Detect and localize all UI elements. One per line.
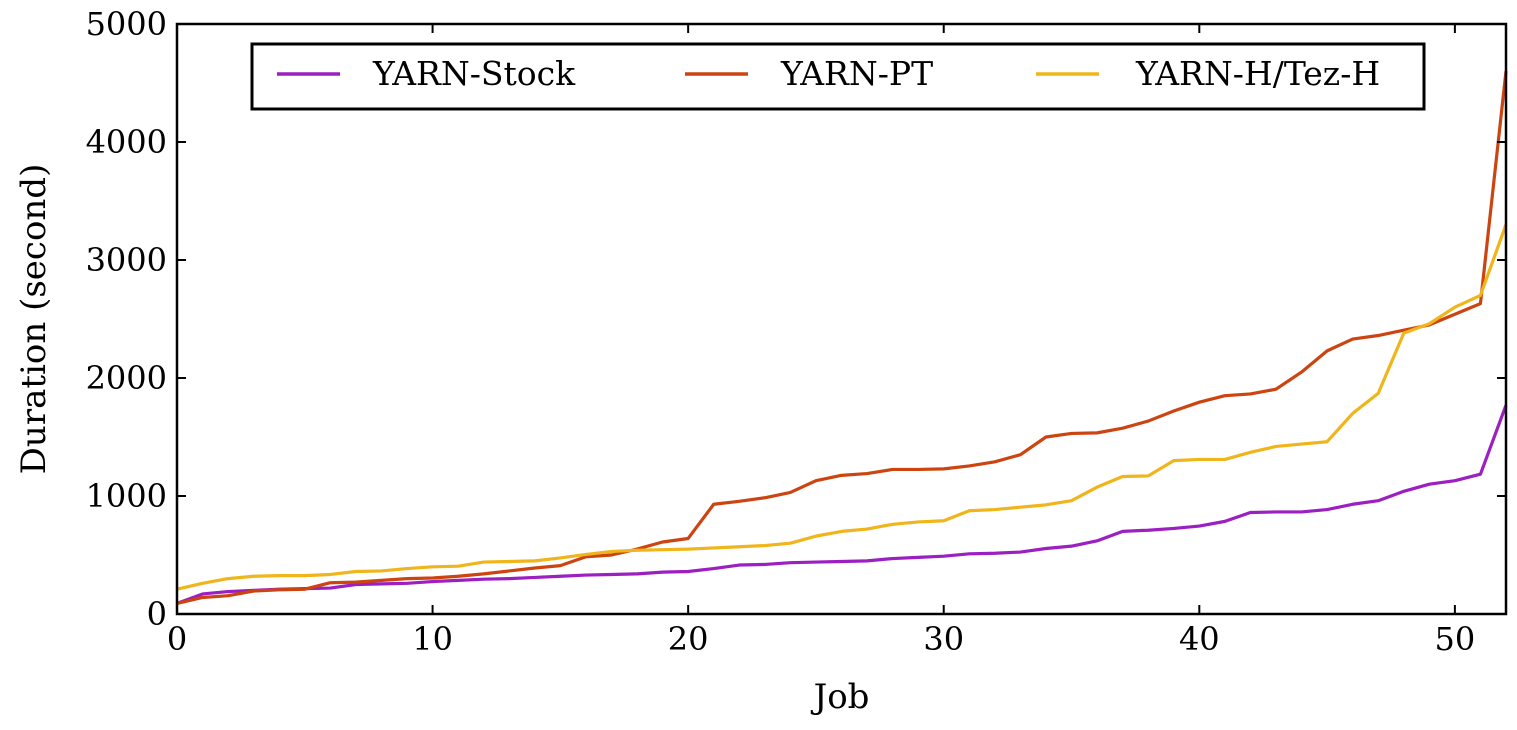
y-tick-label: 4000	[86, 123, 167, 161]
x-tick-label: 10	[412, 620, 453, 658]
y-tick-label: 3000	[86, 241, 167, 279]
legend-box	[250, 42, 1426, 111]
legend-label-0: YARN-Stock	[372, 54, 576, 93]
x-tick-label: 30	[923, 620, 964, 658]
x-tick-label: 50	[1435, 620, 1476, 658]
series-layer	[176, 71, 1508, 605]
legend: YARN-Stock YARN-PT YARN-H/Tez-H	[250, 42, 1426, 111]
x-tick-label: 0	[167, 620, 187, 658]
axis-ticks: 0 10 20 30 40 50 0 1000 2000 3000 4000 5000	[86, 5, 1506, 658]
series-line-0	[176, 404, 1508, 605]
series-line-2	[176, 224, 1508, 591]
x-tick-label: 40	[1179, 620, 1220, 658]
x-axis-title: Job	[811, 677, 870, 717]
series-line-1	[176, 71, 1508, 605]
y-axis-title: Duration (second)	[14, 164, 54, 475]
y-tick-label: 5000	[86, 5, 167, 43]
plot-area-frame	[175, 22, 1508, 616]
y-tick-label: 2000	[86, 359, 167, 397]
y-tick-label: 1000	[86, 477, 167, 515]
x-tick-label: 20	[668, 620, 709, 658]
legend-label-2: YARN-H/Tez-H	[1135, 54, 1380, 93]
legend-label-1: YARN-PT	[780, 54, 933, 93]
y-tick-label: 0	[147, 595, 167, 633]
